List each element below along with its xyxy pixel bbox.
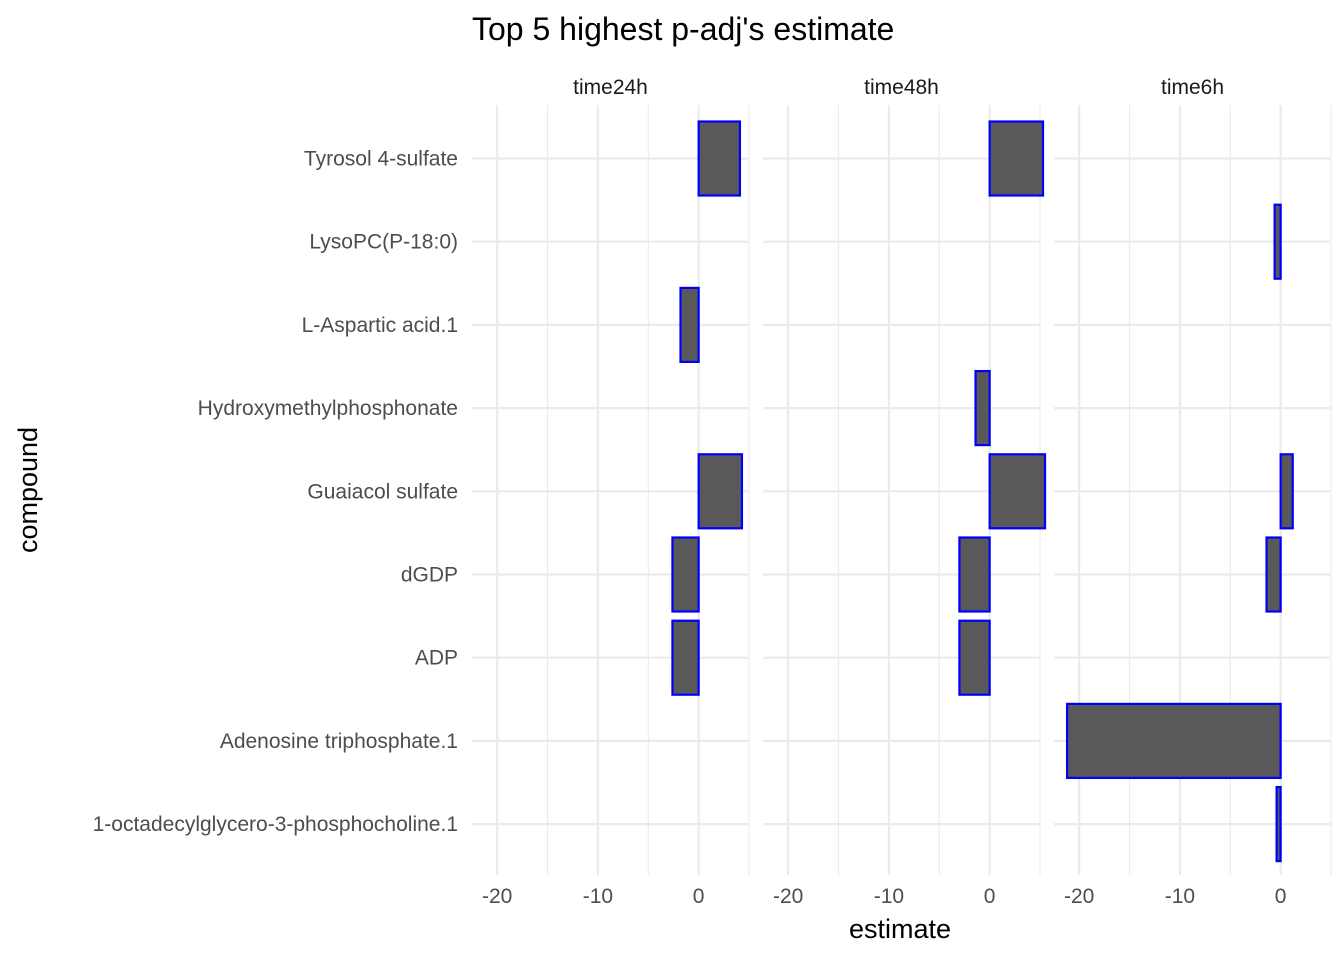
panel-time24h: time24h -20 -10 0 <box>472 76 750 908</box>
bar-time24h-dgdp <box>671 536 700 613</box>
x-tick-label: -10 <box>874 885 904 908</box>
y-tick-label-guaiacol-sulfate: Guaiacol sulfate <box>307 480 458 503</box>
chart-title: Top 5 highest p-adj's estimate <box>472 11 894 47</box>
facet-label-time48h: time48h <box>864 76 939 99</box>
bar-time48h-guaiacol-sulfate <box>988 453 1047 530</box>
bar-time24h-adp <box>671 619 700 696</box>
bar-time24h-tyrosol-4-sulfate <box>697 120 742 197</box>
bar-time48h-hydroxymethylphosphonate <box>974 370 991 447</box>
y-tick-label-dgdp: dGDP <box>401 564 458 587</box>
x-tick-label: -10 <box>1165 885 1195 908</box>
bar-time48h-dgdp <box>958 536 991 613</box>
y-tick-label-1-octadecylglycero-3-phosphocholine-1: 1-octadecylglycero-3-phosphocholine.1 <box>93 813 458 836</box>
bar-time6h-dgdp <box>1265 536 1282 613</box>
x-tick-label: -10 <box>583 885 613 908</box>
bar-time6h-1-octadecylglycero-3-phosphocholine-1 <box>1275 785 1282 863</box>
x-tick-label: 0 <box>1275 885 1287 908</box>
x-tick-label: 0 <box>693 885 705 908</box>
y-tick-label-lysopc-p-18-0: LysoPC(P-18:0) <box>309 231 458 254</box>
x-axis-title: estimate <box>849 914 951 944</box>
x-tick-label: 0 <box>984 885 996 908</box>
x-tick-label: -20 <box>1064 885 1094 908</box>
bar-time24h-guaiacol-sulfate <box>697 453 744 530</box>
bar-time6h-adenosine-triphosphate-1 <box>1065 702 1282 780</box>
bar-time24h-l-aspartic-acid-1 <box>679 286 700 363</box>
panel-time48h: time48h -20 -10 0 <box>763 76 1047 908</box>
bar-time6h-guaiacol-sulfate <box>1279 453 1294 530</box>
y-tick-label-tyrosol-4-sulfate: Tyrosol 4-sulfate <box>304 148 458 171</box>
x-tick-label: -20 <box>482 885 512 908</box>
panel-time6h: time6h -20 -10 0 <box>1054 76 1332 908</box>
y-tick-label-adenosine-triphosphate-1: Adenosine triphosphate.1 <box>220 730 458 753</box>
y-axis-tick-labels: Tyrosol 4-sulfate LysoPC(P-18:0) L-Asparti… <box>93 148 458 837</box>
facet-label-time6h: time6h <box>1161 76 1224 99</box>
bar-time48h-adp <box>958 619 991 696</box>
y-axis-title: compound <box>13 427 43 553</box>
bar-time48h-tyrosol-4-sulfate <box>988 120 1045 197</box>
bar-time6h-lysopc-p-18-0 <box>1273 203 1282 280</box>
y-tick-label-adp: ADP <box>415 647 458 670</box>
facet-panels: time24h -20 -10 0 time48h -20 -10 0 time6h -20 -10… <box>472 76 1332 908</box>
x-tick-label: -20 <box>773 885 803 908</box>
y-tick-label-hydroxymethylphosphonate: Hydroxymethylphosphonate <box>198 397 458 420</box>
facet-label-time24h: time24h <box>573 76 648 99</box>
y-tick-label-l-aspartic-acid-1: L-Aspartic acid.1 <box>302 314 458 337</box>
